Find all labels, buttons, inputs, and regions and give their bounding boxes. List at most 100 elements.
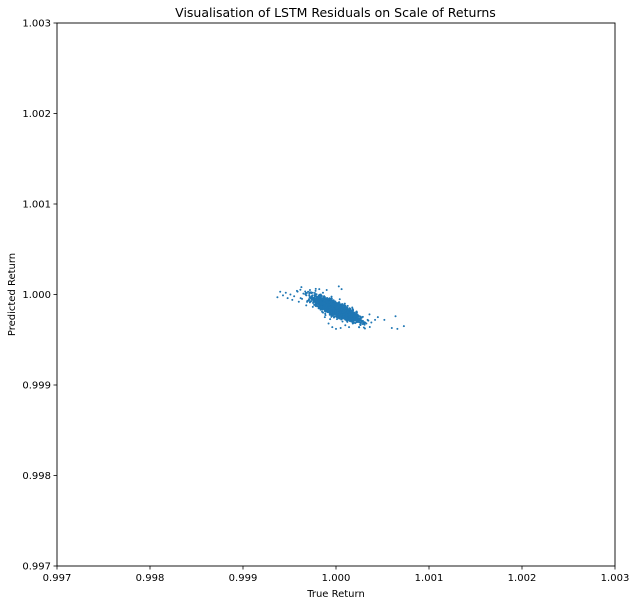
data-point <box>348 313 351 316</box>
data-point <box>351 322 354 325</box>
data-point <box>316 305 319 308</box>
data-point <box>315 300 318 303</box>
data-point <box>345 319 348 322</box>
data-point <box>355 320 358 323</box>
data-point <box>322 305 325 308</box>
data-point <box>352 311 355 314</box>
data-point <box>323 316 326 319</box>
data-point <box>342 309 345 312</box>
data-point <box>338 308 341 311</box>
data-point <box>332 311 335 314</box>
data-point <box>335 327 337 330</box>
data-point <box>345 317 348 320</box>
data-point <box>328 306 331 309</box>
x-tick-label: 1.001 <box>415 573 444 584</box>
data-point <box>322 311 324 314</box>
data-point <box>351 306 354 309</box>
data-point <box>314 287 317 290</box>
data-point <box>312 299 315 302</box>
data-point <box>344 309 347 312</box>
data-point <box>289 293 292 296</box>
data-point <box>368 325 371 328</box>
data-point <box>360 316 363 319</box>
data-point <box>332 313 335 316</box>
data-point <box>332 316 335 319</box>
x-tick-label: 1.000 <box>322 573 351 584</box>
data-point <box>354 322 357 325</box>
data-point <box>336 315 339 318</box>
data-point <box>314 301 317 304</box>
data-point <box>351 308 354 311</box>
data-point <box>304 291 307 294</box>
data-point <box>312 302 315 305</box>
data-point <box>360 319 363 322</box>
data-point <box>313 296 316 299</box>
data-point <box>337 302 340 305</box>
data-point <box>308 288 311 291</box>
data-point <box>311 291 314 294</box>
data-point <box>334 303 337 306</box>
data-point <box>311 298 314 301</box>
data-point <box>319 308 322 311</box>
y-tick-label: 1.000 <box>22 290 51 301</box>
data-point <box>351 313 354 316</box>
data-point <box>340 288 343 291</box>
data-point <box>349 309 352 312</box>
data-point <box>342 306 345 309</box>
data-point <box>323 295 326 298</box>
y-tick-label: 1.002 <box>22 109 51 120</box>
data-point <box>356 317 359 320</box>
data-point <box>355 318 358 320</box>
data-point <box>291 298 294 301</box>
data-point <box>331 326 334 329</box>
data-point <box>337 285 340 288</box>
y-tick-label: 1.003 <box>22 19 51 30</box>
data-point <box>318 288 321 291</box>
data-point <box>308 301 311 304</box>
data-point <box>338 305 341 308</box>
data-point <box>281 294 284 297</box>
data-point <box>402 325 405 328</box>
data-point <box>305 304 308 307</box>
data-point <box>344 324 347 327</box>
data-point <box>370 321 373 324</box>
data-point <box>322 296 325 299</box>
data-point <box>342 313 345 316</box>
data-point <box>356 314 359 317</box>
data-point <box>302 292 305 295</box>
data-point <box>310 299 313 302</box>
data-point <box>327 322 330 325</box>
data-point <box>316 301 319 304</box>
data-point <box>394 315 397 318</box>
data-point <box>327 308 330 311</box>
data-point <box>396 327 399 330</box>
data-point <box>352 315 355 318</box>
data-point <box>324 301 327 304</box>
data-point <box>330 295 333 298</box>
data-point <box>307 290 310 293</box>
data-point <box>276 296 279 299</box>
data-point <box>279 290 282 293</box>
data-point <box>314 289 317 292</box>
data-point <box>320 297 323 300</box>
data-point <box>308 298 311 301</box>
x-tick-label: 1.002 <box>508 573 537 584</box>
data-point <box>321 301 324 304</box>
data-point <box>304 290 307 293</box>
data-point <box>335 318 338 321</box>
x-tick-label: 0.998 <box>136 573 165 584</box>
data-point <box>368 313 371 316</box>
data-point <box>323 302 326 305</box>
x-tick-label: 0.997 <box>43 573 72 584</box>
data-point <box>299 288 302 291</box>
data-point <box>295 289 298 292</box>
data-point <box>343 302 346 305</box>
data-point <box>314 304 317 307</box>
data-point <box>330 315 333 318</box>
data-point <box>348 317 351 320</box>
y-tick-label: 0.999 <box>22 381 51 392</box>
data-point <box>346 304 349 307</box>
data-point <box>314 294 317 297</box>
data-point <box>332 308 335 310</box>
data-point <box>362 321 365 324</box>
